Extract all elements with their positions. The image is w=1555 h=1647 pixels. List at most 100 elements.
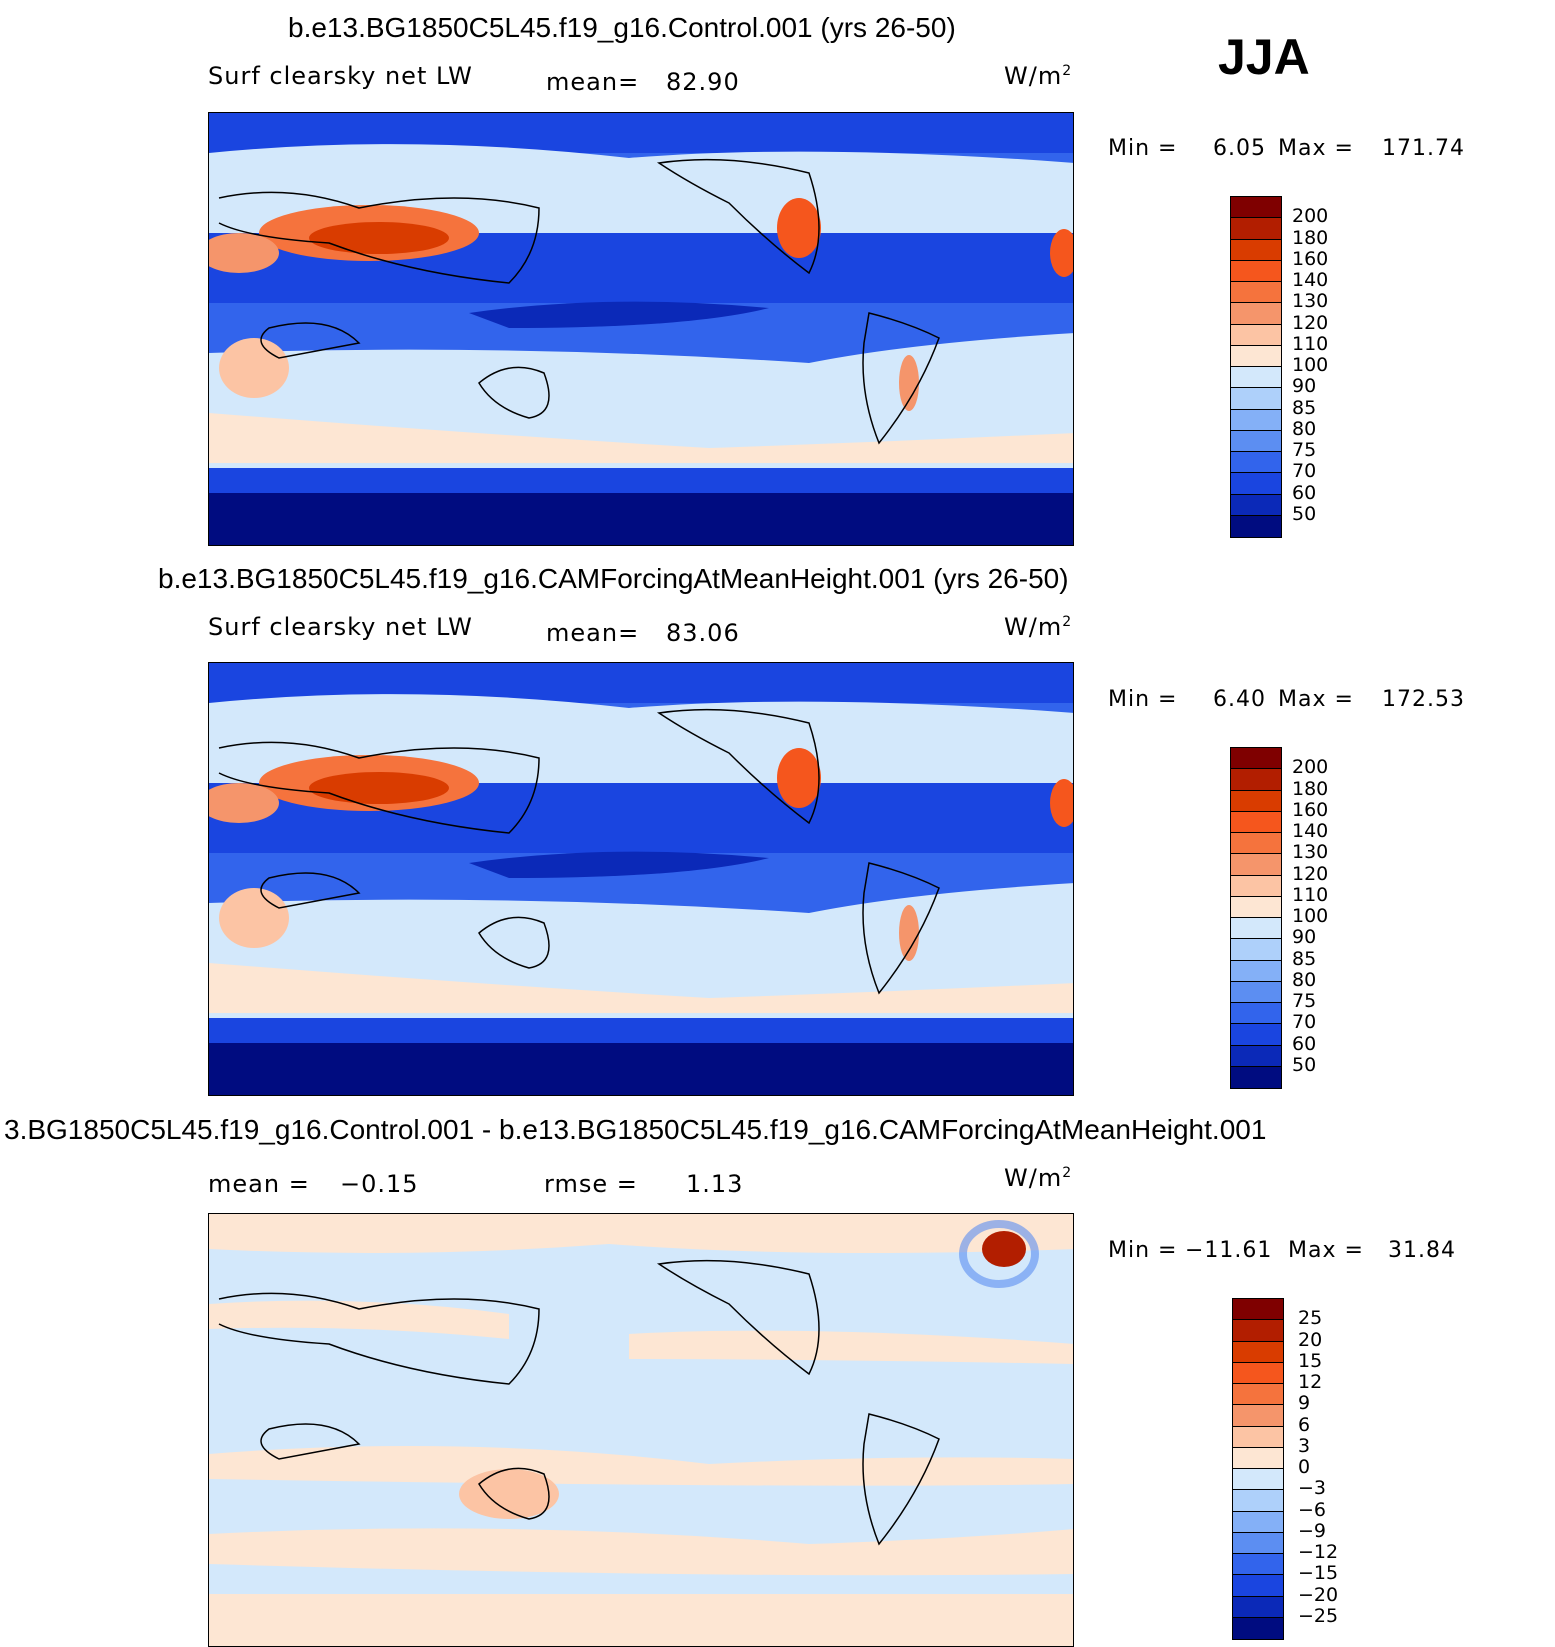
colorbar-segment	[1231, 833, 1281, 855]
colorbar-segment	[1231, 218, 1281, 240]
units-label: W/m2	[1004, 1164, 1072, 1192]
colorbar-tick-label: 160	[1292, 247, 1329, 270]
colorbar-tick-label: 200	[1292, 205, 1329, 228]
colorbar-segment	[1231, 239, 1281, 261]
colorbar-segment	[1231, 981, 1281, 1003]
colorbar-segment	[1233, 1469, 1283, 1491]
colorbar-segment	[1233, 1299, 1283, 1321]
colorbar-segment	[1233, 1426, 1283, 1448]
colorbar-segment	[1231, 1024, 1281, 1046]
colorbar-tick-label: 80	[1292, 417, 1317, 440]
colorbar-segment	[1233, 1362, 1283, 1384]
colorbar-tick-label: −3	[1298, 1477, 1327, 1500]
colorbar-segment	[1233, 1511, 1283, 1533]
colorbar-tick-label: 20	[1298, 1328, 1323, 1351]
colorbar-segment	[1233, 1490, 1283, 1512]
colorbar-tick-label: 50	[1292, 502, 1317, 525]
colorbar-tick-label: 85	[1292, 947, 1317, 970]
colorbar-tick-label: 110	[1292, 883, 1329, 906]
units-label: W/m2	[1004, 613, 1072, 641]
colorbar-segment	[1231, 303, 1281, 325]
colorbar-tick-label: 160	[1292, 798, 1329, 821]
colorbar-tick-label: −9	[1298, 1519, 1327, 1542]
colorbar-tick-label: 180	[1292, 777, 1329, 800]
panel-title: 3.BG1850C5L45.f19_g16.Control.001 - b.e1…	[4, 1114, 1267, 1145]
colorbar-segment	[1231, 748, 1281, 770]
panel-title: b.e13.BG1850C5L45.f19_g16.CAMForcingAtMe…	[158, 563, 1069, 594]
colorbar-tick-label: 60	[1292, 481, 1317, 504]
rmse-value: 1.13	[686, 1170, 744, 1198]
colorbar-tick-label: −15	[1298, 1562, 1339, 1585]
colorbar-tick-label: 75	[1292, 439, 1317, 461]
map-plot	[208, 1213, 1074, 1647]
colorbar-tick-label: −12	[1298, 1541, 1339, 1563]
colorbar-tick-label: 140	[1292, 269, 1329, 291]
colorbar-tick-label: 15	[1298, 1349, 1323, 1372]
rmse-label: rmse =	[544, 1170, 638, 1198]
colorbar-tick-label: 70	[1292, 1011, 1317, 1034]
colorbar-segment	[1231, 260, 1281, 282]
colorbar-segment	[1231, 515, 1281, 537]
colorbar-tick-label: 9	[1298, 1392, 1311, 1415]
colorbar-segment	[1233, 1575, 1283, 1597]
colorbar-tick-label: −25	[1298, 1604, 1339, 1627]
colorbar-tick-label: 100	[1292, 905, 1329, 927]
min-value: 6.40	[1213, 687, 1266, 712]
colorbar-tick-label: −20	[1298, 1583, 1339, 1606]
mean-value: 83.06	[666, 619, 740, 647]
colorbar	[1230, 747, 1282, 1089]
colorbar-segment	[1231, 324, 1281, 346]
colorbar-segment	[1231, 960, 1281, 982]
units-label: W/m2	[1004, 62, 1072, 90]
max-value: 31.84	[1388, 1238, 1456, 1263]
mean-label: mean=	[546, 68, 640, 96]
max-label: Max =	[1288, 1238, 1364, 1263]
colorbar-segment	[1231, 790, 1281, 812]
colorbar-tick-label: 90	[1292, 375, 1317, 398]
colorbar-segment	[1231, 473, 1281, 495]
min-value: 6.05	[1213, 136, 1266, 161]
units-exponent: 2	[1062, 614, 1073, 630]
colorbar-tick-label: 70	[1292, 460, 1317, 483]
max-value: 172.53	[1382, 687, 1465, 712]
colorbar-tick-label: 110	[1292, 332, 1329, 355]
min-label: Min =	[1108, 687, 1178, 712]
colorbar-tick-label: 180	[1292, 226, 1329, 249]
colorbar-segment	[1231, 430, 1281, 452]
mean-value: −0.15	[340, 1170, 419, 1198]
colorbar-segment	[1231, 939, 1281, 961]
colorbar-segment	[1233, 1405, 1283, 1427]
colorbar-segment	[1233, 1341, 1283, 1363]
colorbar-tick-label: 120	[1292, 311, 1329, 334]
units-text: W/m	[1004, 613, 1063, 641]
colorbar-tick-label: 200	[1292, 756, 1329, 779]
colorbar-segment	[1231, 769, 1281, 791]
mean-value: 82.90	[666, 68, 740, 96]
colorbar-segment	[1233, 1617, 1283, 1639]
min-value: −11.61	[1185, 1238, 1273, 1263]
colorbar-tick-label: 90	[1292, 926, 1317, 949]
colorbar-segment	[1231, 388, 1281, 410]
colorbar-tick-label: 50	[1292, 1053, 1317, 1076]
max-label: Max =	[1278, 136, 1354, 161]
colorbar-tick-label: 6	[1298, 1413, 1311, 1436]
units-exponent: 2	[1062, 1165, 1073, 1181]
colorbar-segment	[1233, 1447, 1283, 1469]
min-label: Min =	[1108, 136, 1178, 161]
colorbar	[1230, 196, 1282, 538]
colorbar-tick-label: 130	[1292, 290, 1329, 313]
map-field	[209, 663, 1073, 1095]
colorbar-segment	[1231, 811, 1281, 833]
max-label: Max =	[1278, 687, 1354, 712]
panel-title: b.e13.BG1850C5L45.f19_g16.Control.001 (y…	[288, 12, 956, 43]
colorbar-segment	[1233, 1384, 1283, 1406]
colorbar-segment	[1231, 854, 1281, 876]
colorbar-segment	[1231, 896, 1281, 918]
colorbar-segment	[1231, 918, 1281, 940]
variable-label: Surf clearsky net LW	[208, 613, 473, 641]
variable-label: Surf clearsky net LW	[208, 62, 473, 90]
colorbar-tick-label: 75	[1292, 990, 1317, 1012]
colorbar-segment	[1231, 1066, 1281, 1088]
map-field	[209, 1214, 1073, 1646]
units-exponent: 2	[1062, 63, 1073, 79]
